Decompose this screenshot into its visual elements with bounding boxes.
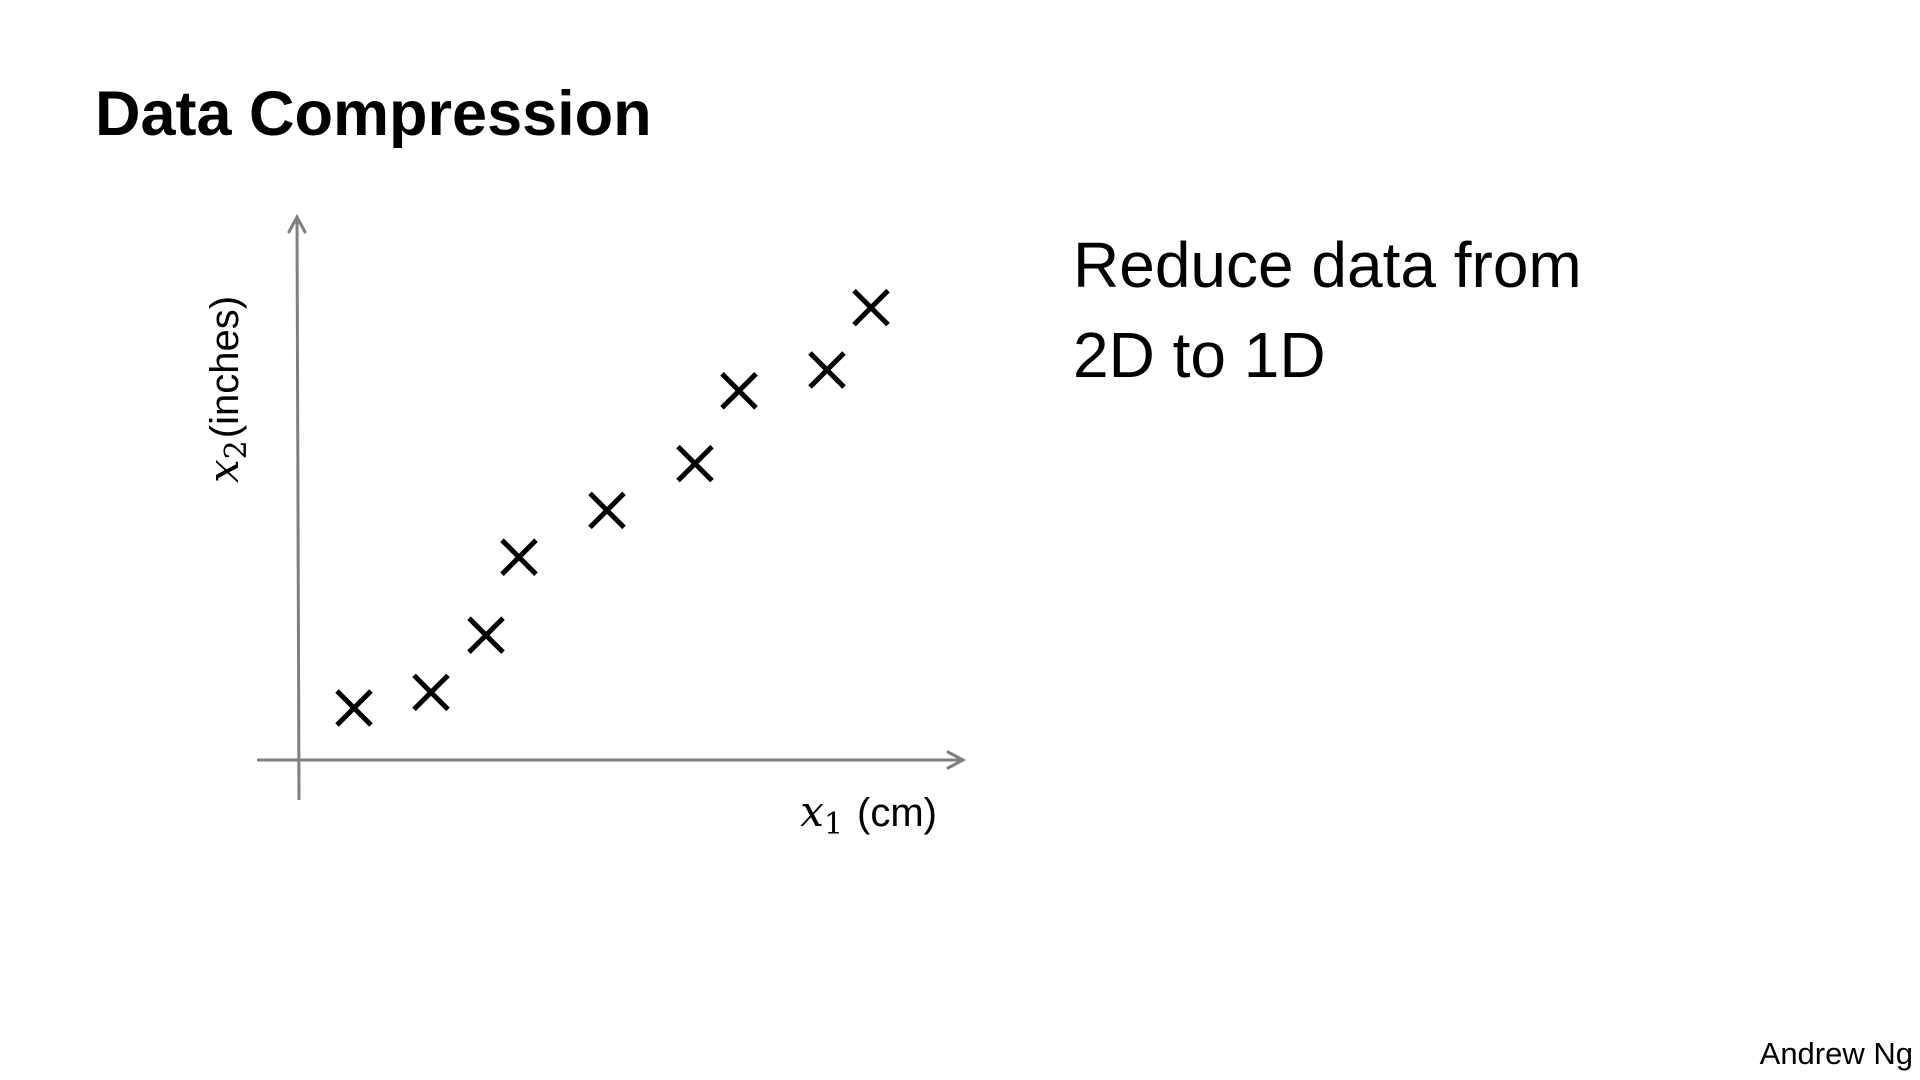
data-point-7 xyxy=(720,372,758,410)
data-point-2 xyxy=(412,673,450,712)
x-axis-label: x1 (cm) xyxy=(800,787,937,842)
x-axis-unit: (cm) xyxy=(857,791,937,835)
y-axis-subscript: 2 xyxy=(219,440,254,459)
y-axis xyxy=(295,216,301,801)
slide-title: Data Compression xyxy=(95,79,652,149)
y-axis-label: x2 (inches) xyxy=(199,296,254,483)
data-point-1 xyxy=(335,689,373,727)
data-point-4 xyxy=(500,538,538,576)
data-point-6 xyxy=(676,444,714,483)
y-axis-arrowhead xyxy=(287,213,307,234)
data-points xyxy=(335,288,890,727)
x-axis-arrowhead xyxy=(946,750,967,770)
y-axis-symbol: x xyxy=(199,459,248,483)
slide-body-text: Reduce data from 2D to 1D xyxy=(1073,220,1582,400)
body-line-1: Reduce data from xyxy=(1073,229,1582,301)
x-axis-symbol: x xyxy=(800,787,824,836)
data-point-5 xyxy=(588,491,626,530)
body-line-2: 2D to 1D xyxy=(1073,319,1326,391)
y-axis-unit: (inches) xyxy=(203,296,247,438)
data-point-3 xyxy=(467,616,505,654)
data-point-8 xyxy=(808,351,846,389)
data-point-9 xyxy=(852,288,890,327)
author-footer: Andrew Ng xyxy=(1759,1036,1913,1071)
x-axis-subscript: 1 xyxy=(824,807,843,842)
